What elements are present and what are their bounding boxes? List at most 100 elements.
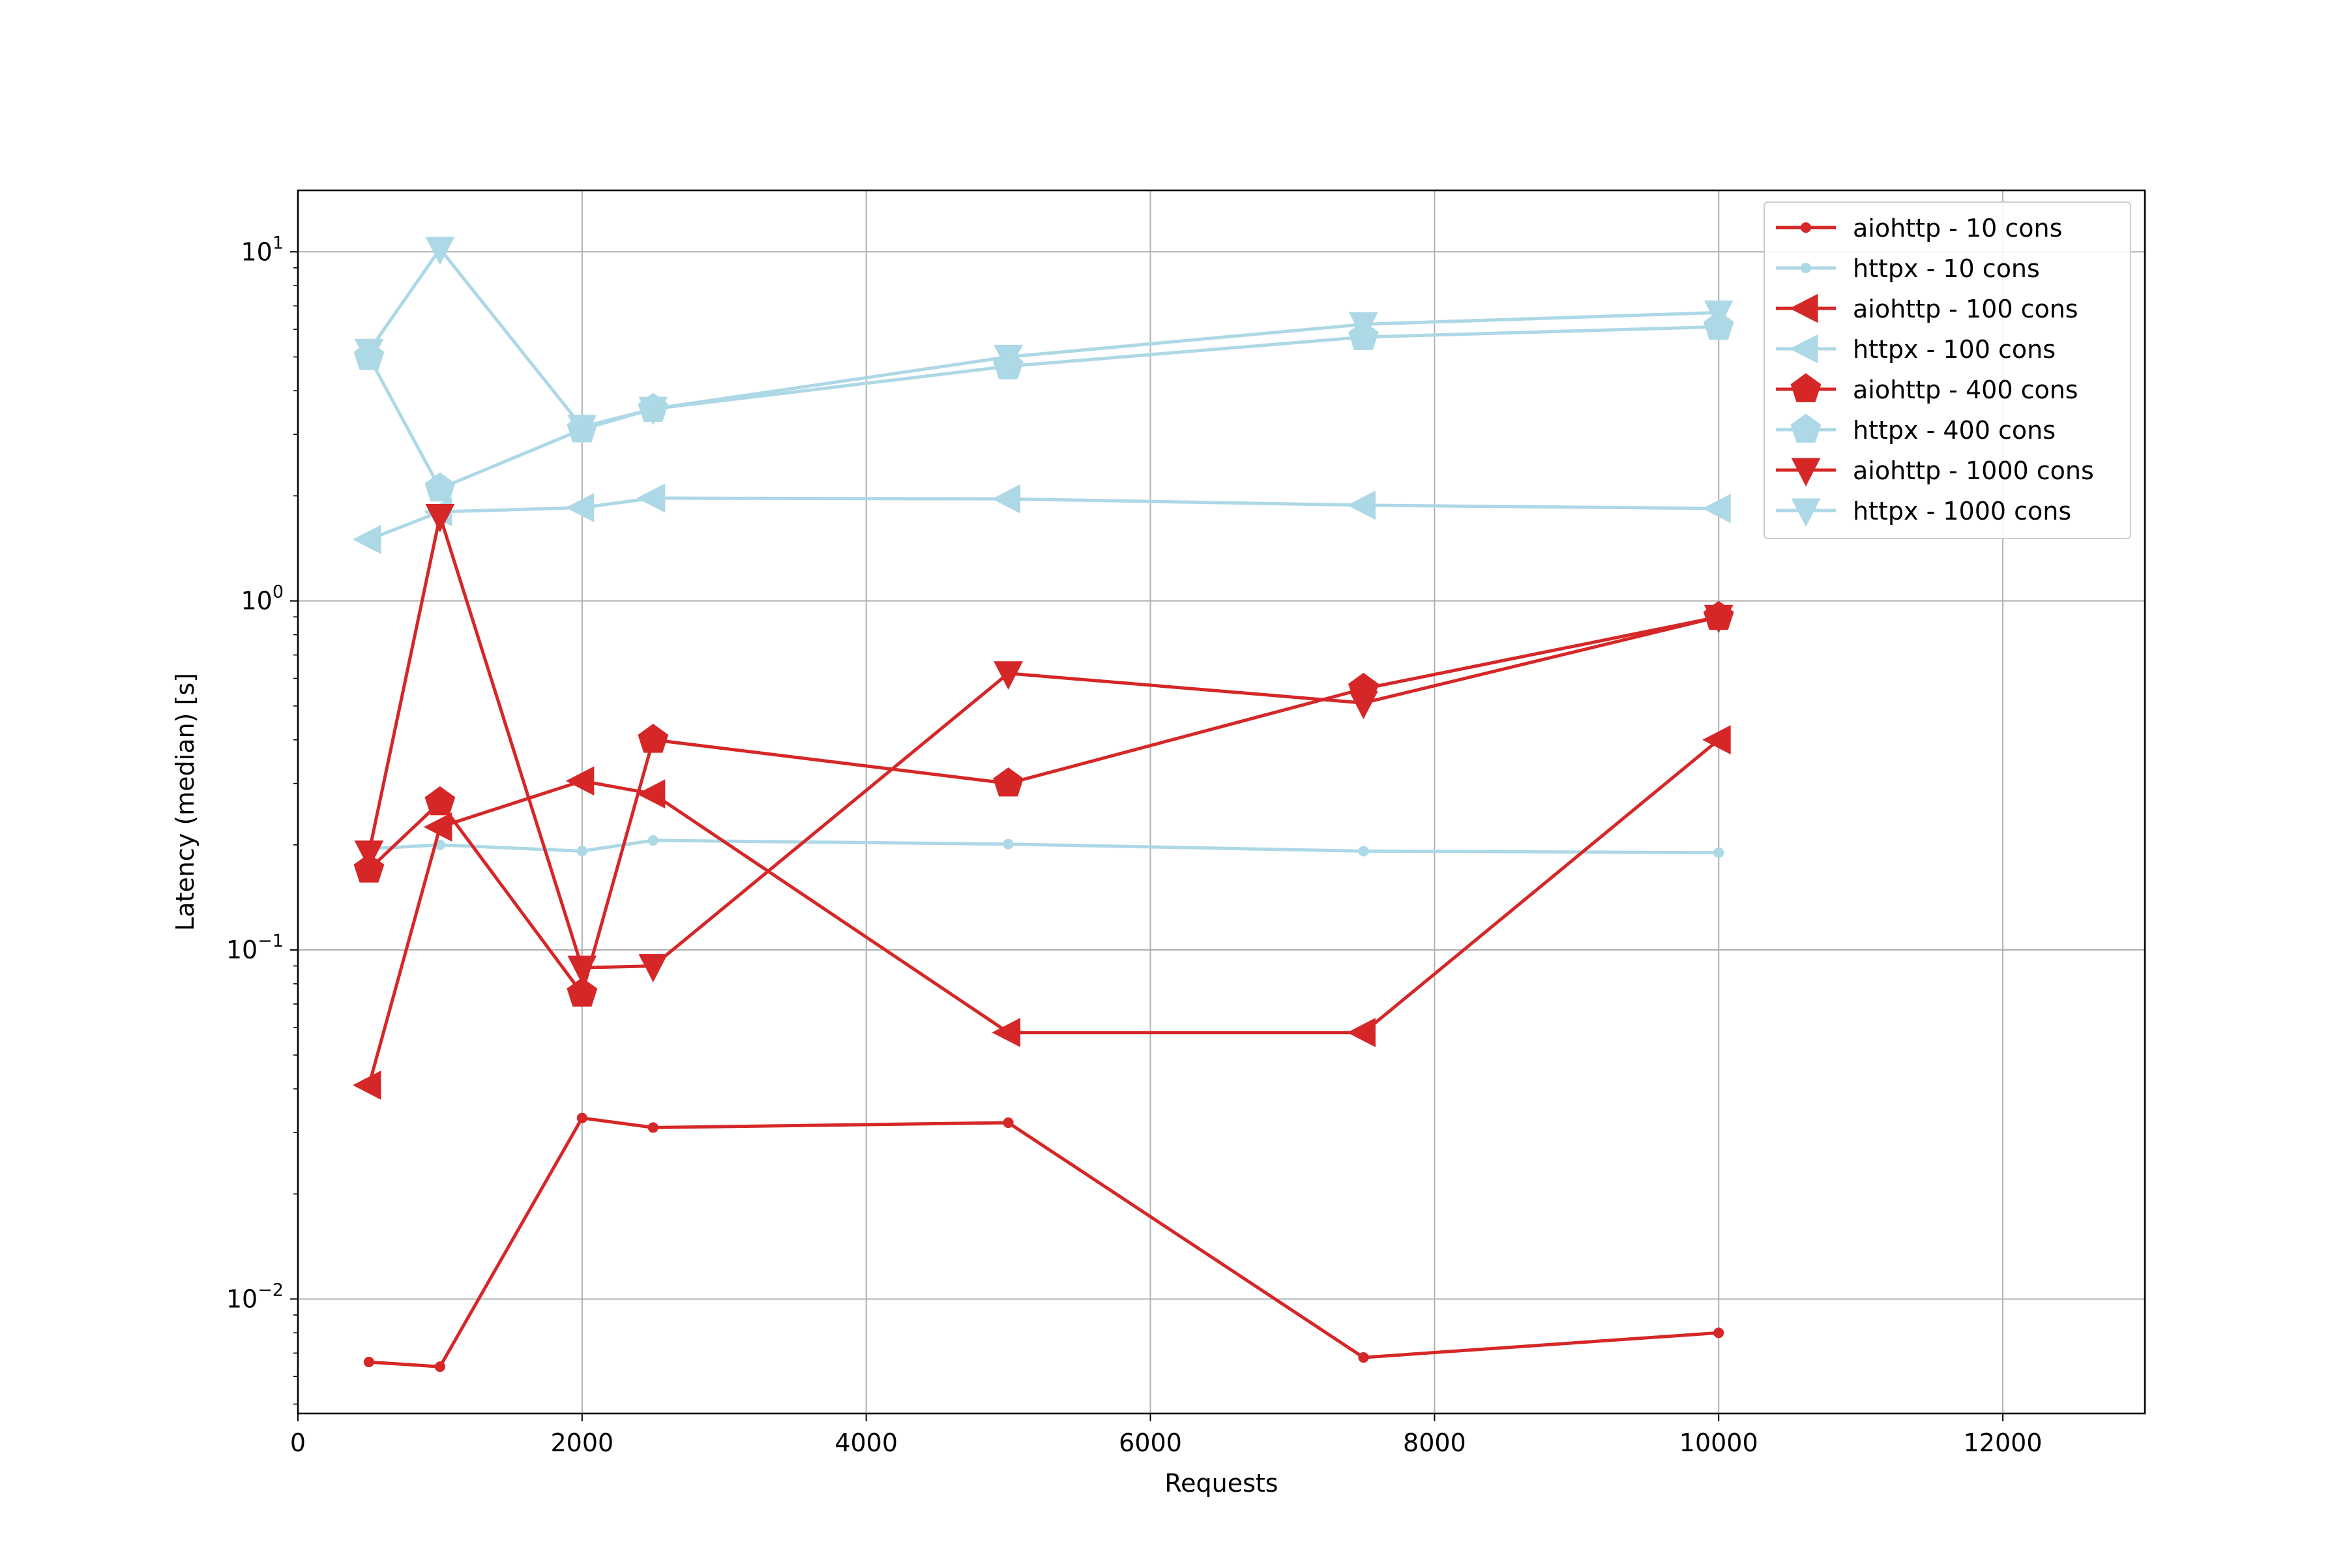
series-7 bbox=[354, 237, 1734, 443]
data-point bbox=[638, 954, 668, 983]
grid-layer bbox=[297, 190, 2145, 1413]
data-point bbox=[1704, 300, 1734, 329]
data-point bbox=[1713, 847, 1724, 858]
data-point bbox=[993, 767, 1024, 797]
y-tick-label: 10−1 bbox=[226, 931, 284, 964]
legend-label: aiohttp - 1000 cons bbox=[1853, 456, 2094, 485]
legend-marker bbox=[1790, 373, 1822, 402]
data-point bbox=[647, 1122, 658, 1133]
data-point bbox=[424, 472, 456, 502]
data-point bbox=[424, 786, 456, 816]
y-tick-label: 10−2 bbox=[226, 1280, 284, 1313]
data-point bbox=[576, 1112, 587, 1123]
legend-entry: httpx - 10 cons bbox=[1776, 254, 2040, 283]
data-point bbox=[565, 766, 595, 796]
series-1 bbox=[363, 835, 1724, 858]
data-point bbox=[1358, 1352, 1369, 1363]
data-point bbox=[354, 840, 384, 869]
y-tick-label: 101 bbox=[241, 233, 284, 266]
series-line bbox=[368, 838, 1719, 855]
series-line bbox=[367, 514, 1719, 969]
x-tick-label: 8000 bbox=[1403, 1428, 1466, 1457]
data-point bbox=[363, 1356, 375, 1368]
legend-marker bbox=[1790, 413, 1822, 443]
data-point bbox=[1704, 604, 1734, 634]
legend-entry: aiohttp - 400 cons bbox=[1776, 373, 2078, 404]
data-point bbox=[354, 338, 384, 368]
y-tick-label: 100 bbox=[241, 582, 284, 615]
data-point bbox=[423, 812, 452, 842]
data-point bbox=[425, 504, 455, 533]
legend-label: aiohttp - 100 cons bbox=[1853, 295, 2078, 323]
data-point bbox=[1347, 490, 1376, 520]
x-axis-label: Requests bbox=[1164, 1469, 1278, 1498]
data-point bbox=[567, 415, 597, 443]
data-point bbox=[636, 483, 666, 513]
legend-marker bbox=[1791, 498, 1821, 527]
legend-label: httpx - 400 cons bbox=[1853, 416, 2056, 445]
x-tick-label: 4000 bbox=[834, 1428, 898, 1457]
data-point bbox=[1713, 1327, 1724, 1339]
series-5 bbox=[353, 310, 1734, 502]
data-point bbox=[1702, 725, 1731, 755]
series-6 bbox=[354, 504, 1734, 984]
data-point bbox=[565, 493, 595, 523]
data-point bbox=[638, 396, 668, 426]
x-tick-label: 0 bbox=[290, 1428, 306, 1457]
data-point bbox=[434, 1361, 445, 1372]
data-point bbox=[636, 779, 666, 809]
series-line bbox=[367, 247, 1719, 429]
series-line bbox=[367, 738, 1720, 1086]
legend-label: aiohttp - 400 cons bbox=[1853, 376, 2078, 404]
data-point bbox=[1347, 1018, 1376, 1048]
x-tick-label: 6000 bbox=[1119, 1428, 1182, 1457]
legend-entry: aiohttp - 1000 cons bbox=[1776, 456, 2094, 487]
x-tick-label: 10000 bbox=[1679, 1428, 1758, 1457]
data-point bbox=[1702, 494, 1731, 524]
series-layer bbox=[352, 237, 1734, 1372]
data-point bbox=[567, 955, 597, 984]
legend-marker bbox=[1791, 458, 1821, 487]
plot-frame bbox=[297, 189, 2146, 1415]
legend-label: httpx - 10 cons bbox=[1853, 254, 2040, 283]
legend-label: aiohttp - 10 cons bbox=[1853, 214, 2062, 243]
legend-entry: httpx - 100 cons bbox=[1776, 334, 2056, 364]
data-point bbox=[992, 484, 1021, 514]
data-point bbox=[567, 977, 598, 1007]
data-point bbox=[352, 524, 381, 554]
data-point bbox=[1003, 838, 1014, 850]
legend-label: httpx - 1000 cons bbox=[1853, 497, 2071, 525]
series-line bbox=[368, 496, 1719, 541]
x-tick-label: 12000 bbox=[1964, 1428, 2043, 1457]
legend-marker bbox=[1789, 293, 1818, 323]
series-line bbox=[367, 325, 1719, 490]
legend-entry: httpx - 400 cons bbox=[1776, 413, 2056, 445]
series-3 bbox=[352, 483, 1731, 554]
data-point bbox=[1358, 846, 1369, 857]
legend-label: httpx - 100 cons bbox=[1853, 335, 2056, 364]
legend: aiohttp - 10 cons httpx - 10 cons aiohttp … bbox=[1764, 201, 2131, 539]
data-point bbox=[1003, 1117, 1014, 1129]
data-point bbox=[425, 237, 455, 265]
legend-marker bbox=[1800, 222, 1812, 233]
ticks-layer: 0 2000 4000 6000 8000 10000 12000 10−2 10−1 100 10… bbox=[226, 233, 2043, 1457]
data-point bbox=[1348, 690, 1378, 720]
legend-entry: aiohttp - 10 cons bbox=[1776, 214, 2062, 243]
legend-marker bbox=[1789, 334, 1818, 364]
x-tick-label: 2000 bbox=[550, 1428, 613, 1457]
series-2 bbox=[352, 725, 1731, 1100]
legend-entry: httpx - 1000 cons bbox=[1776, 497, 2071, 527]
data-point bbox=[352, 1070, 381, 1100]
data-point bbox=[1348, 312, 1378, 341]
data-point bbox=[647, 835, 658, 846]
data-point bbox=[994, 661, 1024, 690]
data-point bbox=[994, 344, 1024, 374]
data-point bbox=[576, 846, 587, 857]
data-point bbox=[992, 1018, 1021, 1048]
series-0 bbox=[363, 1112, 1724, 1372]
legend-entry: aiohttp - 100 cons bbox=[1776, 293, 2078, 323]
data-point bbox=[638, 724, 669, 753]
legend-marker bbox=[1800, 262, 1812, 274]
